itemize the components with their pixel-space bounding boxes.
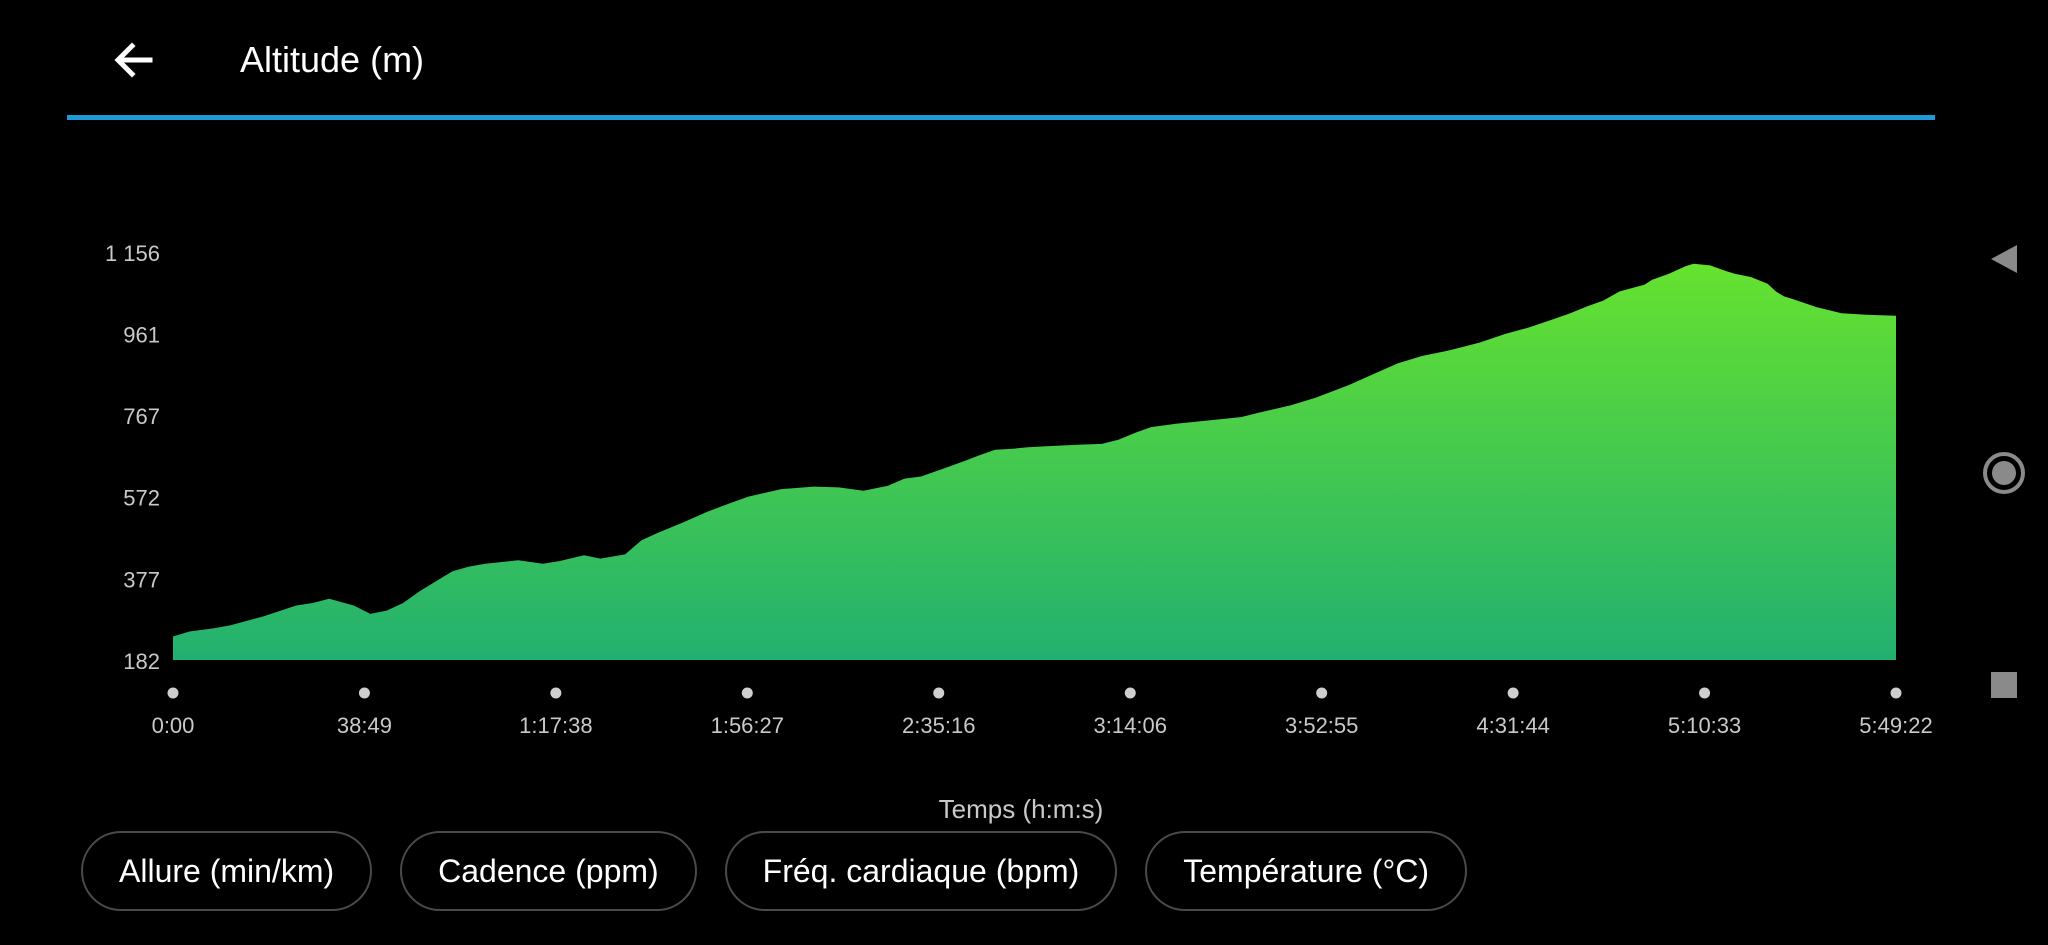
- altitude-area-series: [173, 263, 1896, 660]
- x-tick-dot: [1699, 687, 1711, 699]
- x-tick-dot: [550, 687, 562, 699]
- y-axis: 182 377 572 767 961 1 156: [105, 241, 160, 674]
- header-divider: [67, 115, 1935, 120]
- chip-cadence[interactable]: Cadence (ppm): [400, 831, 697, 911]
- y-tick-label: 377: [123, 567, 160, 592]
- x-axis: 0:00 38:49 1:17:38 1:56:27 2:35:16 3:14:06 3:5…: [152, 687, 1933, 738]
- back-button[interactable]: [104, 30, 164, 90]
- x-tick-dot: [1124, 687, 1136, 699]
- nav-recents-button[interactable]: [1960, 645, 2048, 725]
- circle-icon: [1983, 452, 2025, 494]
- chip-heart-rate[interactable]: Fréq. cardiaque (bpm): [724, 831, 1118, 911]
- nav-back-button[interactable]: [1960, 219, 2048, 299]
- metric-chip-bar: Allure (min/km) Cadence (ppm) Fréq. card…: [81, 831, 1467, 911]
- x-tick-label: 38:49: [337, 713, 392, 738]
- x-tick-label: 1:56:27: [711, 713, 784, 738]
- y-tick-label: 961: [123, 323, 160, 348]
- x-axis-label: Temps (h:m:s): [939, 794, 1104, 824]
- x-tick-dot: [933, 687, 945, 699]
- chip-temperature[interactable]: Température (°C): [1145, 831, 1467, 911]
- x-tick-dot: [741, 687, 753, 699]
- x-tick-label: 5:49:22: [1859, 713, 1932, 738]
- y-tick-label: 572: [123, 486, 160, 511]
- x-tick-label: 2:35:16: [902, 713, 975, 738]
- x-tick-label: 1:17:38: [519, 713, 592, 738]
- x-tick-dot: [1890, 687, 1902, 699]
- x-tick-dot: [358, 687, 370, 699]
- plot-area: [173, 263, 1896, 660]
- y-tick-label: 182: [123, 649, 160, 674]
- app-header: Altitude (m): [0, 0, 1940, 122]
- x-tick-label: 3:14:06: [1094, 713, 1167, 738]
- x-tick-label: 0:00: [152, 713, 195, 738]
- x-tick-label: 4:31:44: [1476, 713, 1549, 738]
- arrow-left-icon: [114, 42, 153, 78]
- page-title: Altitude (m): [240, 39, 425, 80]
- nav-home-button[interactable]: [1960, 433, 2048, 513]
- x-tick-label: 5:10:33: [1668, 713, 1741, 738]
- x-tick-dot: [1316, 687, 1328, 699]
- triangle-left-icon: [1991, 245, 2017, 273]
- x-tick-dot: [1507, 687, 1519, 699]
- square-icon: [1991, 672, 2017, 698]
- chip-pace[interactable]: Allure (min/km): [81, 831, 373, 911]
- y-tick-label: 767: [123, 404, 160, 429]
- altitude-chart: 182 377 572 767 961 1 156 0:00 38:49 1:17:38 1:5…: [105, 241, 1933, 824]
- x-tick-dot: [167, 687, 179, 699]
- x-tick-label: 3:52:55: [1285, 713, 1358, 738]
- system-nav-bar: [1960, 0, 2048, 945]
- y-tick-label: 1 156: [105, 241, 160, 266]
